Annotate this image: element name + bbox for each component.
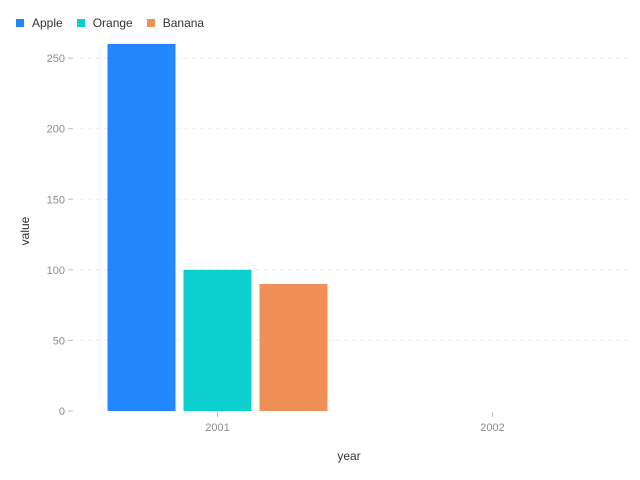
y-tick-label-100: 100 — [47, 265, 65, 277]
bar-banana-2001[interactable] — [259, 283, 328, 411]
legend: Apple Orange Banana — [16, 16, 204, 30]
bars — [107, 44, 328, 411]
y-tick-label-150: 150 — [47, 194, 65, 206]
y-tick-label-200: 200 — [47, 124, 65, 136]
x-axis: 2001 2002 — [205, 412, 505, 434]
legend-item-orange[interactable]: Orange — [76, 16, 133, 30]
legend-label-banana: Banana — [162, 16, 205, 30]
x-axis-title: year — [337, 449, 360, 463]
y-axis-title: value — [18, 216, 32, 245]
legend-label-orange: Orange — [92, 16, 133, 30]
x-tick-label-2002: 2002 — [480, 422, 504, 434]
legend-swatch-apple — [16, 19, 24, 27]
y-tick-label-250: 250 — [47, 53, 65, 65]
bar-orange-2001[interactable] — [183, 269, 252, 411]
legend-label-apple: Apple — [32, 16, 63, 30]
legend-swatch-orange — [76, 19, 85, 27]
bar-apple-2001[interactable] — [107, 44, 176, 411]
legend-item-apple[interactable]: Apple — [16, 16, 63, 30]
x-tick-label-2001: 2001 — [205, 422, 229, 434]
y-tick-label-50: 50 — [53, 335, 65, 347]
y-tick-label-0: 0 — [59, 406, 65, 418]
legend-item-banana[interactable]: Banana — [146, 16, 205, 30]
y-axis: 0 50 100 150 200 250 — [47, 53, 73, 418]
legend-swatch-banana — [146, 19, 155, 27]
